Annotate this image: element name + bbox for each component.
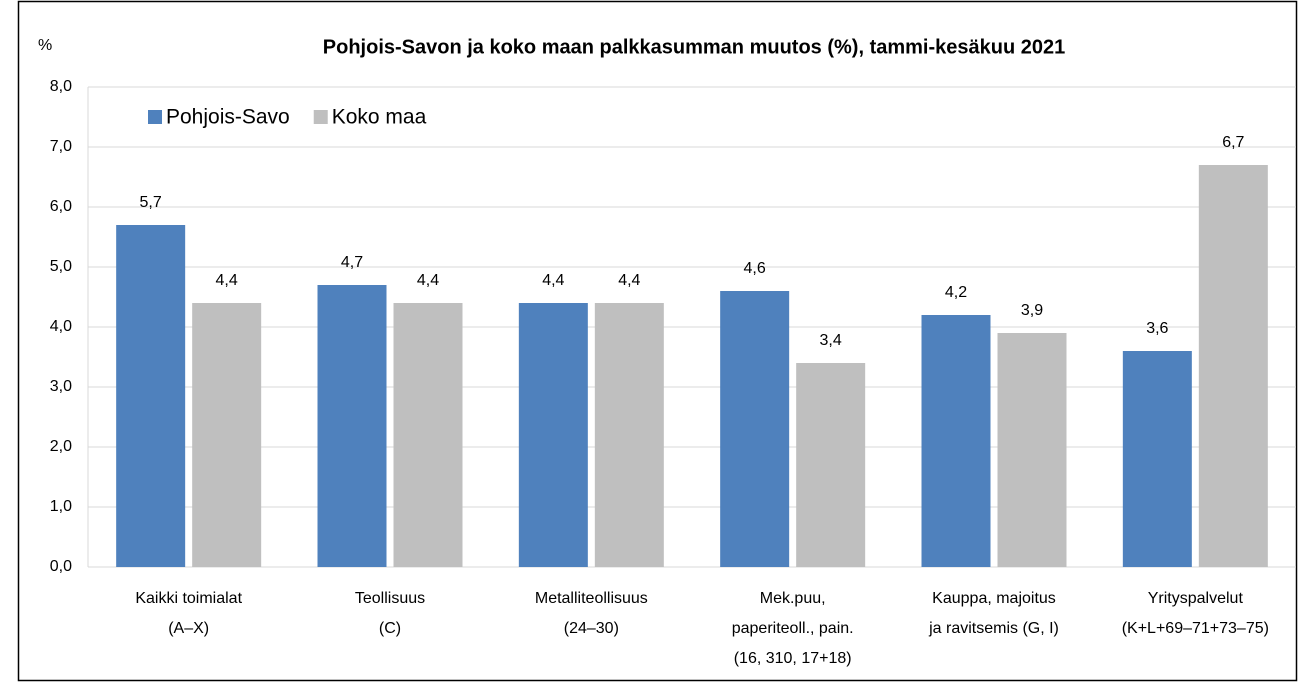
x-tick-label: Kauppa, majoitus (932, 590, 1056, 607)
data-label: 6,7 (1222, 134, 1244, 151)
legend-label: Pohjois-Savo (166, 106, 290, 129)
bar (921, 315, 991, 567)
data-label: 4,4 (216, 272, 238, 289)
bar (594, 303, 664, 567)
bar (317, 285, 387, 567)
x-tick-label: (A–X) (168, 620, 209, 637)
x-tick-label: Yrityspalvelut (1148, 590, 1244, 607)
data-label: 5,7 (140, 194, 162, 211)
x-tick-label: (C) (379, 620, 401, 637)
data-label: 4,6 (744, 260, 766, 277)
legend-swatch (313, 110, 328, 124)
y-tick-label: 6,0 (50, 198, 72, 215)
x-tick-label: ja ravitsemis (G, I) (928, 620, 1059, 637)
bar (1198, 165, 1268, 567)
bar (116, 225, 186, 567)
data-label: 3,9 (1021, 302, 1043, 319)
x-tick-label: paperiteoll., pain. (732, 620, 854, 637)
bar (796, 363, 866, 567)
x-tick-label: (16, 310, 17+18) (734, 650, 852, 667)
y-tick-label: 7,0 (50, 138, 72, 155)
data-label: 4,4 (417, 272, 439, 289)
x-tick-label: (K+L+69–71+73–75) (1122, 620, 1269, 637)
y-tick-label: 2,0 (50, 438, 72, 455)
bar (997, 333, 1067, 567)
bar (518, 303, 588, 567)
bar (393, 303, 463, 567)
x-tick-label: Kaikki toimialat (135, 590, 242, 607)
x-tick-label: Metalliteollisuus (535, 590, 648, 607)
bar (192, 303, 262, 567)
y-axis-label: % (38, 37, 52, 54)
x-tick-label: Mek.puu, (760, 590, 826, 607)
data-label: 4,7 (341, 254, 363, 271)
data-label: 4,2 (945, 284, 967, 301)
data-label: 4,4 (542, 272, 564, 289)
x-tick-label: Teollisuus (355, 590, 425, 607)
legend-swatch (148, 110, 162, 124)
x-tick-label: (24–30) (564, 620, 619, 637)
data-label: 4,4 (618, 272, 640, 289)
y-tick-label: 1,0 (50, 498, 72, 515)
legend-label: Koko maa (332, 106, 427, 129)
bar (720, 291, 790, 567)
data-label: 3,4 (820, 332, 842, 349)
y-tick-label: 4,0 (50, 318, 72, 335)
y-tick-label: 3,0 (50, 378, 72, 395)
data-label: 3,6 (1146, 320, 1168, 337)
bar (1122, 351, 1192, 567)
y-tick-label: 5,0 (50, 258, 72, 275)
chart-title: Pohjois-Savon ja koko maan palkkasumman … (323, 36, 1065, 58)
y-tick-label: 8,0 (50, 78, 72, 95)
y-tick-label: 0,0 (50, 558, 72, 575)
